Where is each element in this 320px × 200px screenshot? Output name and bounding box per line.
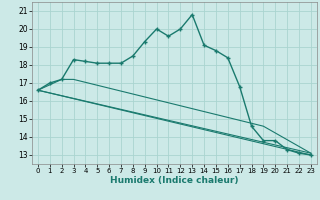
- X-axis label: Humidex (Indice chaleur): Humidex (Indice chaleur): [110, 176, 239, 185]
